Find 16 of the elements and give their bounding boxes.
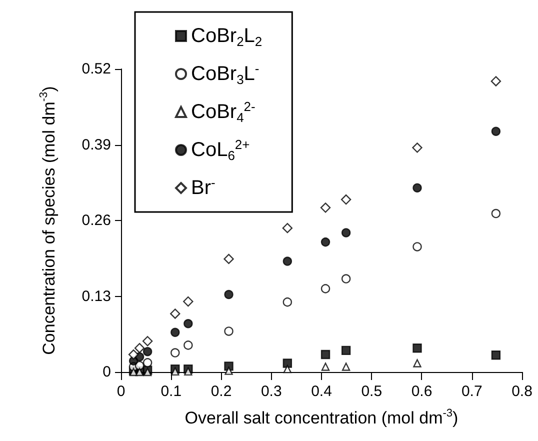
y-tick-label: 0.26 <box>82 212 111 229</box>
x-tick-label: 0.8 <box>512 383 532 400</box>
x-tick-label: 0.5 <box>361 383 382 400</box>
y-tick-label: 0 <box>102 364 111 380</box>
legend-label: Br- <box>191 175 216 199</box>
x-tick-label: 0.7 <box>461 383 482 400</box>
x-tick-label: 0.3 <box>260 383 282 400</box>
y-tick-label: 0.39 <box>82 136 111 154</box>
y-tick-label: 0.52 <box>82 60 111 78</box>
x-tick-label: 0.4 <box>311 383 332 400</box>
y-tick-label: 0.13 <box>82 288 111 305</box>
y-axis-title: Concentration of species (mol dm-3) <box>38 86 58 355</box>
x-tick-label: 0.1 <box>160 383 182 400</box>
x-tick-label: 0 <box>116 383 126 400</box>
x-tick-label: 0.2 <box>210 383 232 400</box>
x-tick-label: 0.6 <box>411 383 432 400</box>
